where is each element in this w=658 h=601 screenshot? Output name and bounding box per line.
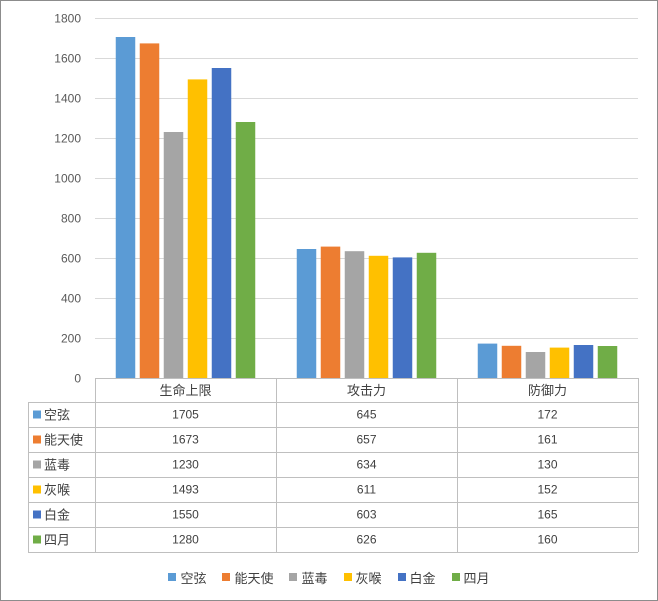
table-cell-value: 1705 (172, 408, 199, 422)
table-cell-value: 172 (537, 408, 557, 422)
y-tick-label: 1600 (54, 52, 81, 66)
bar (139, 43, 160, 379)
bar-series (235, 122, 618, 378)
bar (235, 122, 256, 378)
table-row-label: 能天使 (44, 433, 83, 448)
table-legend-key (33, 410, 41, 419)
bar (501, 345, 522, 378)
bar (597, 346, 618, 378)
category-label: 生命上限 (159, 383, 211, 398)
legend-label: 蓝毒 (301, 570, 328, 586)
legend-label: 空弦 (180, 570, 207, 586)
legend-key (289, 573, 298, 581)
bar (368, 255, 389, 378)
table-row: 四月 1280 626 160 (33, 533, 558, 548)
table-cell-value: 1673 (172, 433, 199, 447)
y-tick-label: 600 (61, 252, 81, 266)
table-cell-value: 161 (537, 433, 557, 447)
table-legend-key (33, 485, 41, 494)
category-label: 攻击力 (347, 383, 386, 398)
legend-item: 蓝毒 (289, 568, 328, 587)
legend-label: 能天使 (234, 570, 274, 586)
y-tick-label: 800 (61, 212, 81, 226)
bar (549, 347, 570, 378)
y-tick-label: 1000 (54, 172, 81, 186)
table-row-label: 白金 (44, 508, 70, 523)
table-cell-value: 1230 (172, 458, 199, 472)
bar (525, 352, 546, 378)
y-tick-label: 1200 (54, 132, 81, 146)
table-row-label: 灰喉 (44, 483, 70, 498)
table-cell-value: 657 (356, 433, 376, 447)
table-cell-value: 152 (537, 483, 557, 497)
bar-series (163, 132, 546, 378)
table-cell-value: 645 (356, 408, 376, 422)
bar-series (187, 79, 570, 379)
y-tick-label: 200 (61, 332, 81, 346)
table-row: 灰喉 1493 611 152 (33, 483, 558, 498)
y-tick-label: 400 (61, 292, 81, 306)
table-cell-value: 130 (537, 458, 557, 472)
y-axis-tick-labels: 0 200 400 600 800 1000 1200 1400 1600 1800 (54, 12, 81, 386)
bar-series (211, 68, 594, 378)
gridlines (95, 18, 638, 339)
bar (344, 251, 365, 378)
table-row: 蓝毒 1230 634 130 (33, 458, 558, 473)
legend-item: 白金 (397, 568, 436, 587)
legend-item: 能天使 (222, 568, 273, 587)
table-cell-value: 603 (356, 508, 376, 522)
bar (573, 345, 594, 378)
bar (477, 343, 498, 378)
bar (187, 79, 208, 379)
legend-item: 四月 (451, 568, 490, 587)
bar (163, 132, 184, 378)
table-cell-value: 611 (357, 483, 376, 497)
legend: 空弦 能天使 蓝毒 灰喉 白金 四月 (0, 568, 658, 586)
y-tick-label: 1400 (54, 92, 81, 106)
table-legend-key (33, 460, 41, 469)
y-tick-label: 1800 (54, 12, 81, 26)
table-row: 白金 1550 603 165 (33, 508, 558, 523)
table-row-label: 四月 (44, 533, 70, 548)
table-cell-value: 1280 (172, 533, 199, 547)
bar-series (139, 43, 522, 379)
bar (392, 257, 413, 378)
table-legend-key (33, 510, 41, 519)
table-row-label: 空弦 (44, 408, 70, 423)
legend-item: 空弦 (168, 568, 206, 587)
bar-series (115, 37, 498, 378)
table-row: 能天使 1673 657 161 (33, 433, 558, 448)
bars (115, 37, 618, 379)
legend-key (397, 573, 406, 581)
table-cell-value: 626 (356, 533, 376, 547)
legend-key (343, 573, 352, 581)
table-row-label: 蓝毒 (44, 458, 70, 473)
table-legend-key (33, 535, 41, 544)
legend-key (222, 573, 231, 581)
category-label: 防御力 (528, 383, 567, 398)
bar (320, 246, 341, 378)
table-cell-value: 160 (537, 533, 557, 547)
bar (211, 68, 232, 378)
legend-key (451, 573, 460, 581)
bar (115, 37, 136, 378)
legend-label: 四月 (463, 570, 490, 586)
table-row: 空弦 1705 645 172 (33, 408, 558, 423)
table-cell-value: 165 (537, 508, 557, 522)
table-legend-key (33, 435, 41, 444)
table-cell-value: 1493 (172, 483, 199, 497)
legend-item: 灰喉 (343, 568, 382, 587)
table-cell-value: 1550 (172, 508, 199, 522)
legend-label: 白金 (409, 570, 436, 586)
legend-key (168, 573, 177, 581)
table-cell-value: 634 (356, 458, 376, 472)
bar (416, 252, 437, 378)
bar (296, 249, 317, 378)
y-tick-label: 0 (74, 372, 81, 386)
legend-label: 灰喉 (355, 570, 382, 586)
